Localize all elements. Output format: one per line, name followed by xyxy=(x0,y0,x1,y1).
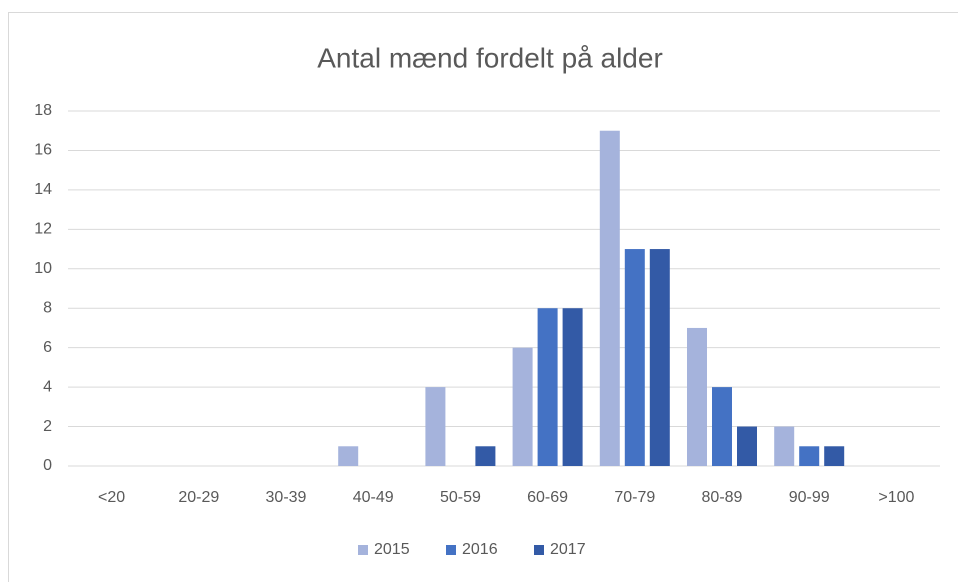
bar xyxy=(475,446,496,466)
bar xyxy=(649,249,670,466)
legend-label: 2015 xyxy=(374,541,410,558)
chart-title: Antal mænd fordelt på alder xyxy=(317,42,663,73)
y-tick-label: 18 xyxy=(34,102,52,119)
bar xyxy=(562,308,583,466)
bar xyxy=(687,327,707,466)
x-tick-label: <20 xyxy=(98,489,125,506)
y-tick-label: 4 xyxy=(43,378,52,395)
legend-label: 2016 xyxy=(462,541,498,558)
chart-frame xyxy=(8,12,958,582)
bar xyxy=(774,426,795,466)
y-tick-label: 10 xyxy=(34,260,52,277)
y-tick-label: 0 xyxy=(43,457,52,474)
bar xyxy=(512,347,533,466)
y-tick-label: 8 xyxy=(43,299,52,316)
y-tick-label: 16 xyxy=(34,142,52,159)
bar xyxy=(624,249,645,466)
legend-swatch xyxy=(446,545,456,555)
bar xyxy=(737,426,757,466)
legend-label: 2017 xyxy=(550,541,586,558)
bar xyxy=(537,308,558,466)
x-tick-label: 50-59 xyxy=(440,489,481,506)
x-tick-label: 60-69 xyxy=(527,489,568,506)
legend-swatch xyxy=(534,545,544,555)
bar xyxy=(799,446,820,466)
x-tick-label: 70-79 xyxy=(614,489,655,506)
x-tick-label: 20-29 xyxy=(178,489,219,506)
y-tick-label: 14 xyxy=(34,181,52,198)
y-tick-label: 6 xyxy=(43,339,52,356)
x-tick-label: 30-39 xyxy=(266,489,307,506)
bar xyxy=(712,387,732,466)
y-tick-label: 2 xyxy=(43,418,52,435)
bar xyxy=(599,130,620,466)
bar xyxy=(824,446,845,466)
x-tick-label: >100 xyxy=(878,489,914,506)
y-tick-label: 12 xyxy=(34,221,52,238)
x-tick-label: 40-49 xyxy=(353,489,394,506)
legend-swatch xyxy=(358,545,368,555)
bar xyxy=(425,387,446,466)
x-tick-label: 90-99 xyxy=(789,489,830,506)
x-tick-label: 80-89 xyxy=(702,489,743,506)
bar xyxy=(338,446,359,466)
